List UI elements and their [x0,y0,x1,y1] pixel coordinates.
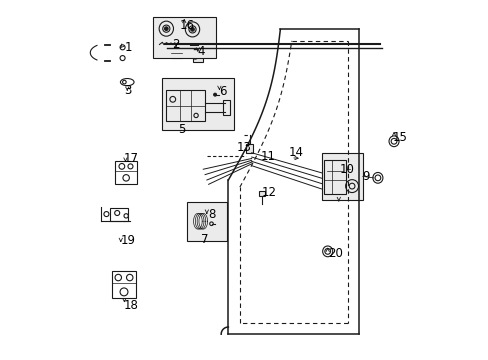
Text: 1: 1 [124,41,131,54]
Bar [153,17,215,58]
Text: 8: 8 [208,208,216,221]
Bar [192,53,202,62]
Text: 5: 5 [178,123,185,136]
Text: 2: 2 [172,38,180,51]
Text: 9: 9 [362,170,369,183]
Text: 17: 17 [124,152,139,165]
Bar [112,271,136,298]
Bar [246,144,253,153]
Text: 3: 3 [124,84,131,97]
Text: 7: 7 [201,233,208,246]
Text: 14: 14 [288,145,304,158]
Bar [115,161,137,184]
Circle shape [164,27,168,31]
Bar [258,191,264,197]
Text: 6: 6 [219,85,226,98]
Text: 20: 20 [328,247,343,260]
Text: 4: 4 [197,45,205,58]
Circle shape [213,93,216,96]
Bar [162,78,233,130]
Bar [321,153,362,200]
Text: 18: 18 [124,299,139,312]
Text: 12: 12 [262,186,277,199]
Text: 16: 16 [179,19,194,32]
Bar [223,100,230,115]
Text: 19: 19 [120,234,135,247]
Bar [110,208,128,221]
Bar [165,90,204,121]
Bar [324,160,346,194]
Text: 10: 10 [339,163,353,176]
Text: 11: 11 [260,150,275,163]
Circle shape [190,28,194,31]
Bar [171,47,182,58]
Text: 13: 13 [237,141,251,154]
Bar [187,202,226,241]
Text: 15: 15 [392,131,407,144]
